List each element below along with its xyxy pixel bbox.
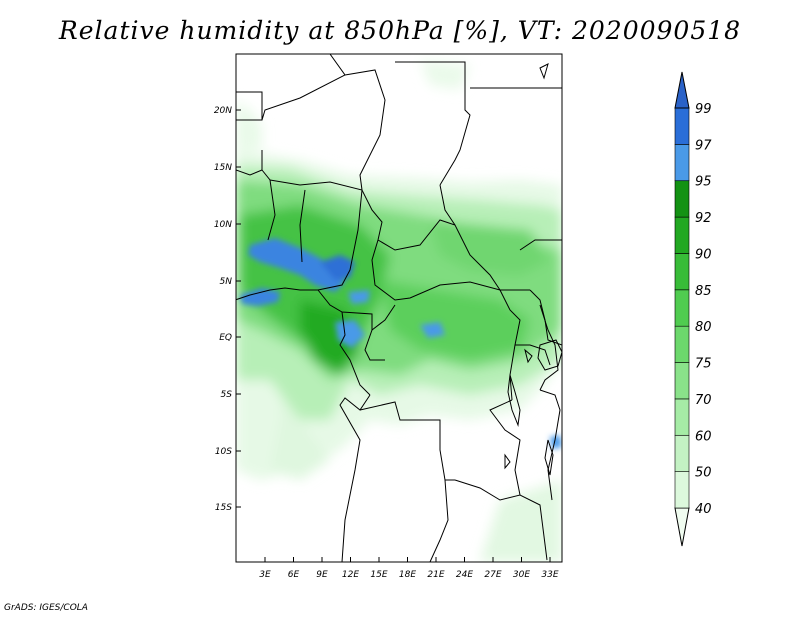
lon-tick-label: 3E bbox=[259, 570, 271, 580]
lon-tick-label: 24E bbox=[456, 570, 473, 580]
colorbar-segment bbox=[674, 180, 690, 218]
lat-tick-label: 20N bbox=[214, 106, 232, 116]
lat-axis: 20N 15N 10N 5N EQ 5S 10S 15S bbox=[214, 106, 241, 513]
colorbar-high-arrow bbox=[674, 71, 690, 109]
colorbar-segment bbox=[674, 325, 690, 363]
lon-tick-label: 6E bbox=[288, 570, 300, 580]
lon-tick-label: 33E bbox=[541, 570, 558, 580]
lon-tick-label: 18E bbox=[399, 570, 416, 580]
colorbar-segment bbox=[674, 398, 690, 436]
lat-tick-label: 15N bbox=[214, 163, 232, 173]
lat-tick-label: 10N bbox=[214, 220, 232, 230]
colorbar-label: 40 bbox=[695, 502, 712, 517]
colorbar-label: 85 bbox=[695, 284, 712, 299]
lon-tick-label: 27E bbox=[484, 570, 501, 580]
lon-tick-label: 9E bbox=[316, 570, 328, 580]
footer-credit: GrADS: IGES/COLA bbox=[4, 603, 88, 613]
lon-tick-label: 15E bbox=[370, 570, 387, 580]
colorbar-segment bbox=[674, 253, 690, 291]
lon-axis: 3E 6E 9E 12E 15E 18E 21E 24E 27E 30E 33E bbox=[259, 557, 559, 580]
map-frame bbox=[235, 53, 563, 563]
colorbar-label: 50 bbox=[695, 466, 712, 481]
country-borders bbox=[236, 54, 562, 562]
colorbar-segment bbox=[674, 362, 690, 400]
colorbar-label: 92 bbox=[695, 211, 712, 226]
colorbar-label: 70 bbox=[695, 393, 712, 408]
colorbar-label: 95 bbox=[695, 175, 712, 190]
lakes bbox=[504, 63, 562, 476]
colorbar-label: 99 bbox=[695, 102, 712, 117]
lon-tick-label: 21E bbox=[427, 570, 444, 580]
humidity-field bbox=[236, 60, 562, 562]
map-title: Relative humidity at 850hPa [%], VT: 202… bbox=[58, 16, 742, 45]
colorbar-segment bbox=[674, 107, 690, 145]
lon-tick-label: 12E bbox=[342, 570, 359, 580]
colorbar-label: 60 bbox=[695, 429, 712, 444]
colorbar: 40 50 60 70 75 80 85 90 92 95 97 99 bbox=[674, 71, 712, 547]
colorbar-segment bbox=[674, 289, 690, 327]
colorbar-label: 90 bbox=[695, 247, 712, 262]
colorbar-label: 75 bbox=[695, 357, 712, 372]
lat-tick-label: 5S bbox=[221, 390, 233, 400]
lat-tick-label: 15S bbox=[215, 503, 232, 513]
lat-tick-label: 10S bbox=[215, 447, 232, 457]
lat-tick-label: EQ bbox=[219, 333, 232, 343]
colorbar-label: 80 bbox=[695, 320, 712, 335]
colorbar-segment bbox=[674, 434, 690, 472]
colorbar-segment bbox=[674, 144, 690, 182]
lon-tick-label: 30E bbox=[513, 570, 530, 580]
lat-tick-label: 5N bbox=[220, 277, 233, 287]
colorbar-segment bbox=[674, 216, 690, 254]
colorbar-segment bbox=[674, 471, 690, 509]
colorbar-label: 97 bbox=[695, 138, 712, 153]
colorbar-low-arrow bbox=[674, 507, 690, 547]
